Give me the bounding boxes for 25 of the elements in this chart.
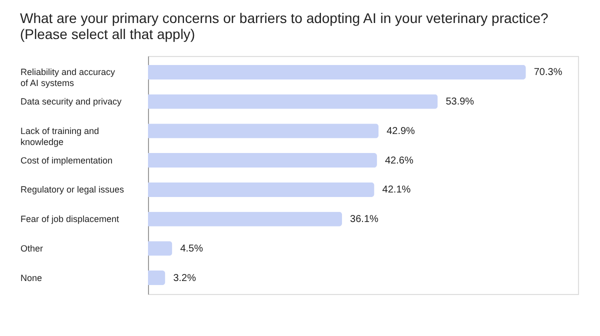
data-label: 70.3% [534,67,562,78]
data-label: 3.2% [173,272,196,284]
y-tick-label: Other [20,243,44,254]
chart-title: What are your primary concerns or barriers to adopting AI in your veterinary practice? (Please select all that apply) [20,10,549,42]
y-tick-label: Cost of implementation [20,155,113,166]
y-tick-label: Lack of training and knowledge [20,126,100,147]
bar [148,124,379,138]
data-label: 4.5% [180,243,204,254]
bar [148,270,166,286]
bar [148,152,377,168]
bar [148,182,374,198]
data-label: 42.1% [382,184,411,196]
data-label: 36.1% [350,214,378,226]
y-tick-label: Fear of job displacement [20,214,120,224]
bar [148,94,438,109]
y-tick-label: Reliability and accuracy of AI systems [20,67,116,88]
data-label: 42.9% [386,126,416,137]
data-label: 53.9% [446,96,474,108]
bar [148,241,172,256]
y-tick-label: Regulatory or legal issues [20,184,125,195]
data-label: 42.6% [384,155,414,166]
y-tick-label: None [20,272,42,283]
bar [148,64,526,80]
y-tick-label: Data security and privacy [20,96,122,107]
bar [148,212,342,226]
